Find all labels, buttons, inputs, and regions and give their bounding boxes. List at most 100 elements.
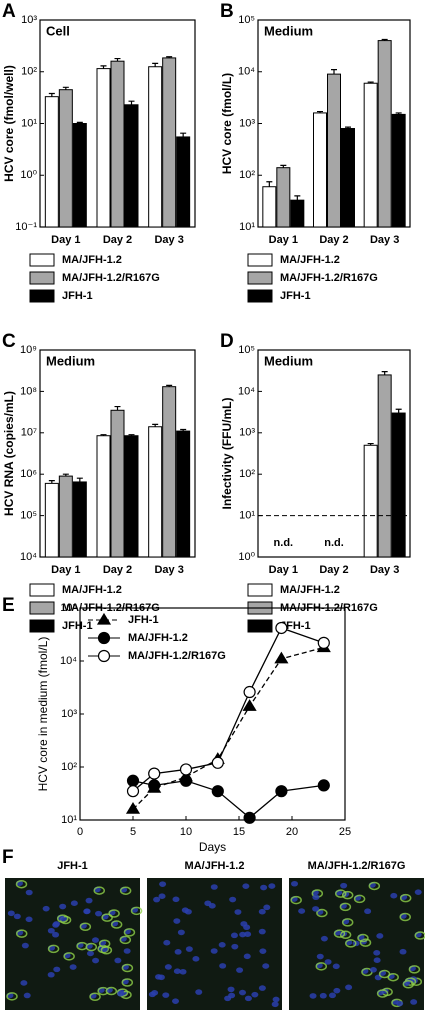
y-tick-label: 10⁰ xyxy=(20,169,37,181)
bar xyxy=(363,444,378,558)
nucleus xyxy=(69,964,77,970)
x-tick-label: Day 2 xyxy=(103,564,132,576)
nucleus xyxy=(312,894,320,901)
panel-label: A xyxy=(2,1,16,22)
nucleus xyxy=(52,922,60,928)
nucleus xyxy=(177,929,185,936)
nucleus xyxy=(185,946,193,952)
panel-label: B xyxy=(220,1,234,22)
marker xyxy=(97,631,111,645)
bar xyxy=(148,66,163,228)
nucleus xyxy=(309,993,317,999)
stained-cell xyxy=(89,992,101,1002)
error-bar xyxy=(48,92,55,97)
stained-cell xyxy=(333,929,346,938)
bar xyxy=(110,60,125,228)
error-bar xyxy=(266,181,273,187)
x-axis-label: Days xyxy=(199,840,226,854)
bar xyxy=(363,82,378,228)
marker xyxy=(148,779,161,792)
error-bar xyxy=(62,86,69,90)
stained-cell xyxy=(368,881,381,891)
y-tick-label: 10⁶ xyxy=(20,468,37,480)
legend-swatch xyxy=(247,583,273,597)
nucleus xyxy=(210,948,218,954)
nucleus xyxy=(271,1001,279,1008)
legend-label: MA/JFH-1.2 xyxy=(128,632,188,644)
bar xyxy=(377,40,392,228)
x-tick-label: Day 1 xyxy=(51,564,80,576)
nucleus xyxy=(244,995,252,1002)
annotation: n.d. xyxy=(324,537,344,549)
marker xyxy=(97,649,111,663)
x-tick-label: Day 2 xyxy=(319,564,348,576)
chart-title: Medium xyxy=(264,353,313,368)
stained-cell xyxy=(93,886,106,895)
error-bar xyxy=(280,164,287,168)
nucleus xyxy=(210,884,218,890)
bar xyxy=(58,89,73,228)
nucleus xyxy=(227,986,235,993)
y-tick-label: 10³ xyxy=(21,14,37,26)
error-bar xyxy=(100,434,107,436)
legend-label: MA/JFH-1.2/R167G xyxy=(280,272,378,284)
error-bar xyxy=(76,477,83,482)
nucleus xyxy=(320,935,328,942)
nucleus xyxy=(390,892,398,899)
nucleus xyxy=(258,985,266,991)
stained-cell xyxy=(121,978,134,987)
nucleus xyxy=(332,963,340,970)
bar xyxy=(391,113,406,228)
image-label: JFH-1 xyxy=(57,860,88,872)
marker xyxy=(243,685,256,699)
annotation: n.d. xyxy=(274,537,294,549)
marker xyxy=(179,763,193,776)
nucleus xyxy=(263,904,271,911)
y-axis-label: HCV RNA (copies/mL) xyxy=(2,391,16,516)
marker xyxy=(242,699,257,711)
marker xyxy=(317,779,330,792)
bar xyxy=(377,374,392,558)
nucleus xyxy=(42,905,50,912)
nucleus xyxy=(234,909,242,915)
chart-title: Cell xyxy=(46,23,70,38)
x-tick-label: 10 xyxy=(180,826,192,838)
stained-cell xyxy=(119,935,132,945)
error-bar xyxy=(331,69,337,75)
stained-cell xyxy=(130,906,143,916)
y-tick-label: 10⁴ xyxy=(238,66,255,78)
legend-label: JFH-1 xyxy=(62,620,93,632)
stained-cell xyxy=(98,939,111,948)
error-bar xyxy=(62,473,69,477)
stained-cell xyxy=(357,933,369,943)
legend-swatch xyxy=(29,289,55,303)
legend-label: MA/JFH-1.2 xyxy=(62,254,122,266)
legend-swatch xyxy=(29,619,55,633)
x-tick-label: 20 xyxy=(286,826,298,838)
error-bar xyxy=(395,112,402,115)
legend-label: MA/JFH-1.2 xyxy=(280,254,340,266)
bar xyxy=(44,482,59,558)
nucleus xyxy=(195,989,203,995)
stained-cell xyxy=(121,963,134,973)
legend-label: JFH-1 xyxy=(128,614,159,626)
nucleus xyxy=(260,884,268,891)
nucleus xyxy=(85,897,93,904)
error-bar xyxy=(100,65,107,69)
nucleus xyxy=(376,933,384,939)
nucleus xyxy=(324,959,332,965)
panel-label: D xyxy=(220,331,234,352)
legend-label: MA/JFH-1.2/R167G xyxy=(62,272,160,284)
nucleus xyxy=(364,908,372,915)
nucleus xyxy=(224,995,232,1002)
nucleus xyxy=(399,948,407,955)
error-bar xyxy=(294,195,301,201)
nucleus xyxy=(25,916,33,923)
marker xyxy=(275,621,288,635)
nucleus xyxy=(117,990,125,997)
nucleus xyxy=(47,971,55,978)
panel-label: F xyxy=(2,847,14,868)
nucleus xyxy=(410,999,418,1005)
y-tick-label: 10⁵ xyxy=(20,510,37,522)
stained-cell xyxy=(345,939,357,948)
